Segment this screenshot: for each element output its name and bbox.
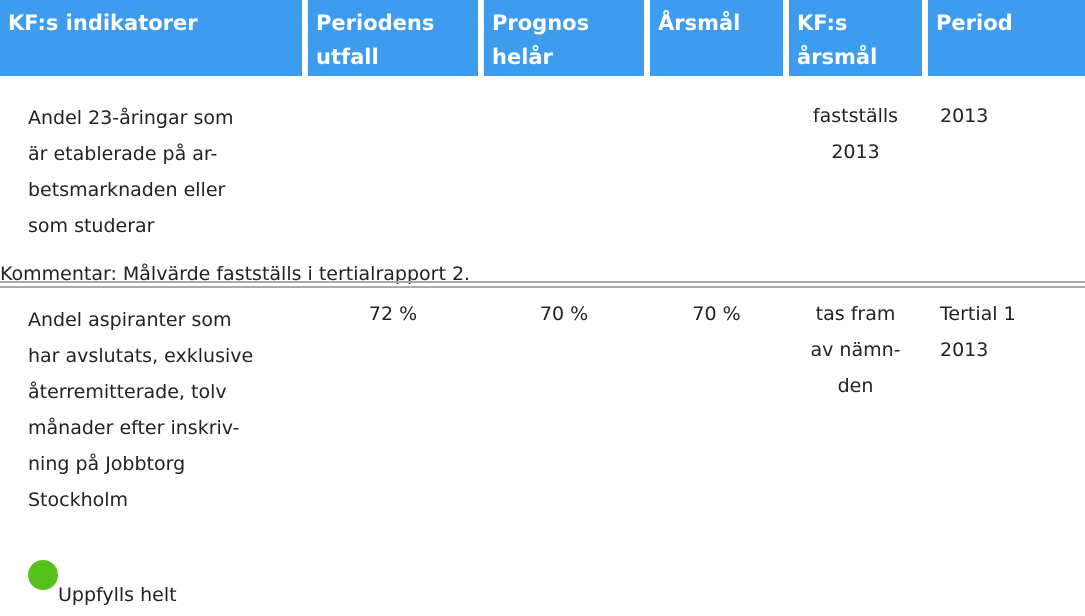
period-outcome: 72 %: [368, 303, 418, 325]
kf-target: tas fram av nämn- den: [810, 303, 901, 397]
target: 70 %: [692, 303, 741, 325]
indicator: Andel aspiranter som har avslutats, exkl…: [28, 309, 254, 511]
header-cell: Årsmål: [650, 0, 783, 76]
header-cell: KF:s årsmål: [789, 0, 922, 76]
forecast: 70 %: [539, 303, 589, 325]
header-cell: Prognos helår: [484, 0, 644, 76]
indicator: Andel 23-åringar som är etablerade på ar…: [28, 107, 234, 237]
kf-target: fastställs 2013: [812, 105, 899, 163]
period: Tertial 1 2013: [940, 303, 1016, 361]
period: 2013: [940, 105, 989, 127]
status: Uppfylls helt: [58, 584, 177, 606]
header-cell: Periodens utfall: [308, 0, 478, 76]
header-cell: KF:s indikatorer: [0, 0, 302, 76]
comment: Kommentar: Målvärde fastställs i tertial…: [0, 263, 471, 285]
separator: [0, 286, 1085, 288]
status-icon: [28, 560, 58, 590]
header-cell: Period: [928, 0, 1085, 76]
separator: [0, 281, 1085, 283]
